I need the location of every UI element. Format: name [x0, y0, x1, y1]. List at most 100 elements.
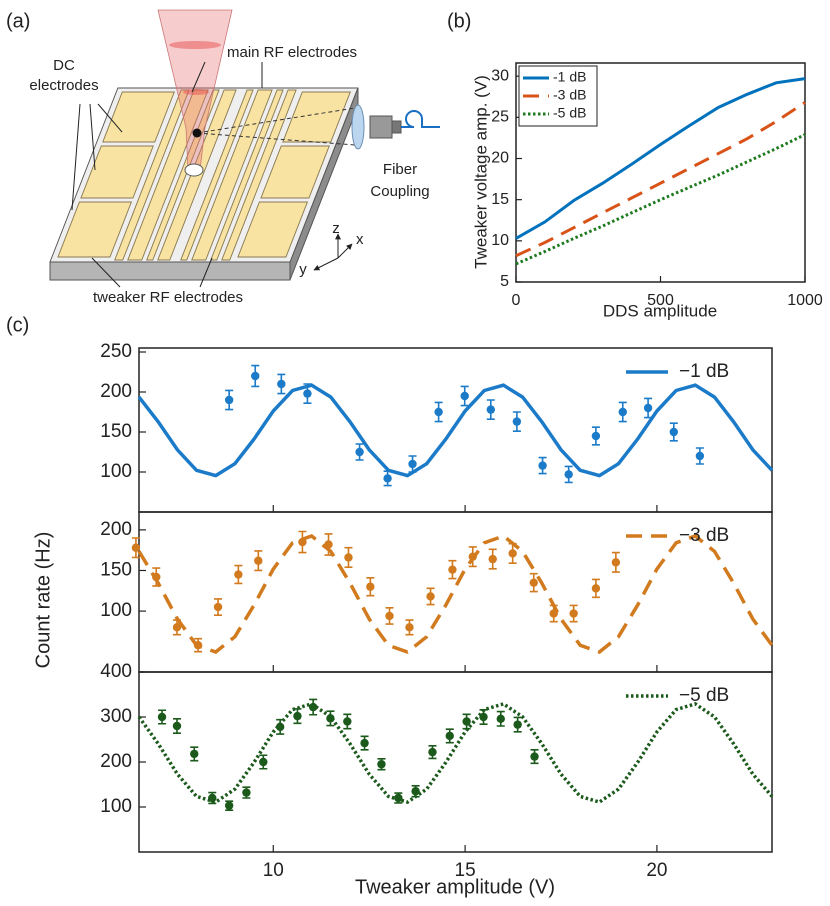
data-point [254, 556, 263, 565]
label: Coupling [370, 183, 429, 200]
data-point [275, 722, 285, 732]
y-tick-label: 200 [100, 751, 132, 772]
y-tick-label: 300 [100, 706, 132, 727]
y-tick-label: 150 [100, 421, 132, 442]
data-point [426, 592, 435, 601]
data-point [445, 731, 454, 741]
data-point [695, 451, 705, 461]
data-point [428, 747, 437, 757]
x-axis-label: Tweaker amplitude (V) [355, 876, 555, 898]
data-point [366, 582, 375, 591]
leader-line [71, 103, 81, 211]
data-point [408, 459, 417, 469]
data-point [293, 711, 302, 721]
data-point [462, 717, 471, 726]
rf-electrode [191, 89, 273, 261]
data-point [242, 788, 251, 797]
leader-line [89, 103, 96, 171]
fit-curve [137, 383, 774, 478]
data-point [383, 474, 392, 483]
y-tick-label: 15 [491, 191, 509, 208]
axis-label: x [356, 231, 364, 248]
y-axis-label: Tweaker voltage amp. (V) [471, 75, 490, 269]
data-point [394, 793, 403, 803]
ion [192, 128, 202, 138]
data-point [172, 721, 182, 731]
y-tick-label: 100 [100, 461, 132, 482]
fit-curve [137, 701, 774, 805]
data-point [569, 609, 578, 618]
data-point [411, 787, 420, 796]
chart: 100 200 300 400 10 15 20 Tweaker amplitude (V) −… [100, 661, 774, 898]
y-tick-label: 30 [491, 67, 509, 84]
data-point [152, 572, 161, 582]
y-axis-label: Count rate (Hz) [32, 532, 54, 669]
chart: 100 150 200 Count rate (Hz) −3 dB [32, 511, 774, 673]
data-point [360, 738, 369, 748]
x-tick-label: 500 [647, 292, 674, 309]
data-point [234, 570, 243, 579]
x-tick-label: 1000 [787, 292, 823, 309]
data-point [529, 578, 538, 587]
data-point [385, 611, 394, 621]
legend-label: -1 dB [553, 69, 586, 85]
leader-line [97, 103, 123, 133]
data-point [224, 395, 234, 405]
label: DC [53, 57, 75, 74]
y-tick-label: 5 [500, 273, 509, 290]
data-point [308, 702, 318, 712]
data-point [405, 623, 414, 632]
legend-label: -5 dB [553, 105, 586, 121]
data-line [515, 133, 806, 266]
plot-frame [138, 671, 773, 853]
data-point [591, 431, 601, 441]
collection-ray [196, 107, 356, 134]
label: electrodes [29, 77, 98, 94]
data-point [611, 558, 621, 567]
data-point [512, 417, 522, 426]
data-point [343, 717, 352, 726]
legend-label: −5 dB [679, 685, 729, 706]
data-point [208, 793, 217, 803]
data-point [190, 749, 199, 759]
dc-electrode [237, 201, 309, 258]
lens [351, 104, 365, 150]
collection-ray [196, 132, 356, 146]
data-point [224, 801, 234, 810]
trap-hole [184, 163, 204, 177]
y-tick-label: 400 [100, 661, 132, 682]
data-point [324, 540, 333, 549]
legend-label: -3 dB [553, 87, 586, 103]
y-tick-label: 150 [100, 559, 132, 580]
data-point [448, 565, 457, 574]
data-point [259, 757, 268, 767]
axis-arrow [313, 257, 339, 271]
data-point [488, 554, 497, 564]
data-point [344, 553, 353, 562]
rf-electrode [221, 89, 297, 261]
label: tweaker RF electrodes [93, 289, 243, 306]
y-tick-label: 100 [100, 796, 132, 817]
legend-label: −3 dB [679, 525, 729, 546]
panel-label: (a) [6, 10, 30, 32]
axis-label: y [299, 261, 307, 278]
data-line [515, 101, 806, 258]
panel-label: (c) [6, 314, 29, 336]
data-point [157, 712, 167, 722]
y-tick-label: 200 [100, 381, 132, 402]
collimator-tip [391, 120, 402, 134]
rf-electrode [114, 89, 190, 261]
label: Fiber [383, 161, 417, 178]
dc-electrode [102, 91, 175, 143]
data-point [298, 537, 307, 547]
x-tick-label: 0 [512, 292, 521, 309]
data-point [326, 714, 335, 723]
dc-electrode [57, 201, 133, 258]
dc-electrode [282, 91, 351, 143]
leader-line [199, 257, 213, 288]
data-point [377, 760, 386, 769]
rf-electrode [210, 89, 284, 261]
data-point [591, 584, 601, 593]
board-top [49, 87, 359, 263]
